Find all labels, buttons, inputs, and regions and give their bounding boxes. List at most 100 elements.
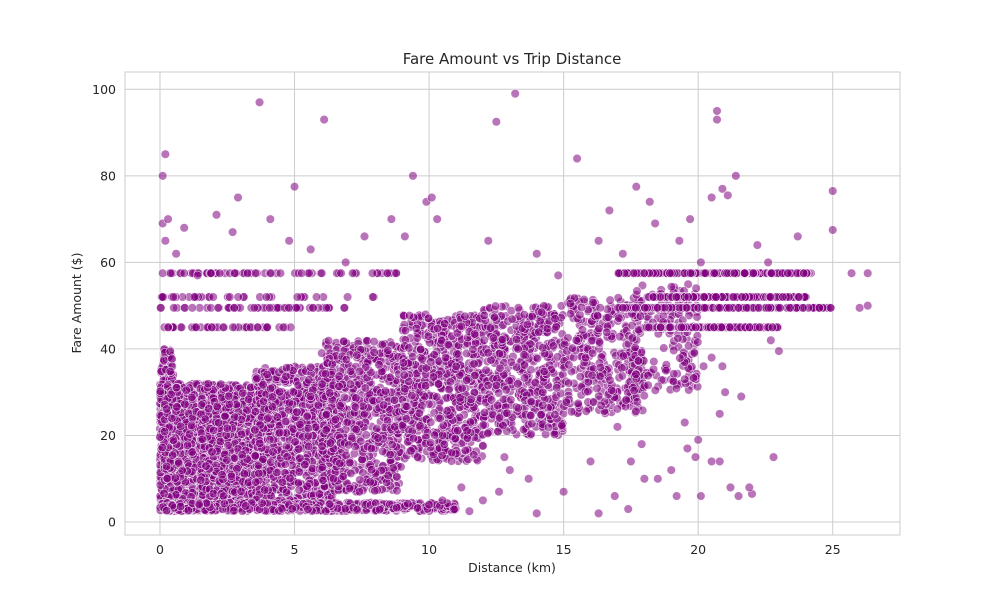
scatter-point — [400, 326, 411, 336]
scatter-point — [426, 417, 436, 427]
scatter-point — [182, 440, 193, 450]
scatter-point — [162, 404, 172, 414]
scatter-point — [414, 408, 424, 418]
scatter-point — [429, 430, 440, 440]
scatter-point — [267, 402, 277, 412]
scatter-point — [526, 410, 536, 421]
scatter-point — [548, 341, 558, 351]
scatter-point — [187, 420, 197, 431]
scatter-point — [323, 336, 334, 346]
scatter-point — [483, 428, 493, 438]
scatter-point — [388, 463, 398, 473]
scatter-point — [167, 354, 177, 364]
scatter-point — [157, 442, 167, 453]
scatter-point — [520, 373, 530, 383]
scatter-point — [506, 395, 516, 405]
scatter-point — [400, 384, 410, 394]
scatter-point — [444, 384, 454, 395]
scatter-point — [406, 446, 416, 456]
scatter-point — [181, 385, 191, 396]
scatter-point — [486, 323, 496, 333]
data-points — [155, 89, 873, 518]
scatter-point — [176, 421, 186, 432]
scatter-point — [200, 414, 211, 424]
scatter-point — [519, 310, 529, 320]
scatter-point — [351, 424, 361, 435]
scatter-point — [537, 307, 547, 317]
scatter-point — [469, 450, 479, 460]
scatter-point — [255, 438, 265, 448]
scatter-point — [481, 365, 491, 375]
scatter-point — [479, 335, 489, 345]
scatter-point — [445, 377, 455, 387]
scatter-point — [483, 348, 493, 358]
scatter-point — [177, 465, 187, 476]
scatter-point — [325, 438, 336, 448]
scatter-point — [365, 477, 375, 487]
scatter-point — [172, 402, 182, 412]
scatter-point — [390, 422, 400, 432]
scatter-point — [536, 410, 546, 420]
scatter-point — [360, 383, 370, 393]
scatter-point — [550, 410, 560, 420]
scatter-point — [450, 434, 460, 444]
scatter-point — [439, 439, 449, 449]
scatter-point — [285, 473, 295, 483]
scatter-point — [527, 419, 537, 429]
scatter-point — [480, 407, 490, 418]
scatter-point — [254, 468, 264, 478]
scatter-point — [280, 416, 291, 427]
scatter-point — [550, 314, 560, 324]
scatter-point — [453, 426, 463, 436]
scatter-point — [209, 425, 219, 435]
scatter-point — [460, 445, 471, 456]
scatter-point — [442, 406, 452, 416]
scatter-point — [493, 400, 503, 410]
scatter-point — [352, 350, 362, 360]
scatter-point — [527, 311, 537, 322]
scatter-point — [275, 428, 285, 438]
scatter-point — [407, 391, 417, 401]
scatter-point — [239, 469, 250, 479]
scatter-point — [305, 391, 316, 402]
scatter-point — [251, 477, 261, 487]
scatter-point — [385, 372, 396, 383]
scatter-point — [549, 429, 560, 439]
scatter-point — [321, 369, 331, 379]
scatter-point — [327, 359, 337, 369]
scatter-point — [502, 408, 512, 418]
scatter-point — [489, 312, 500, 322]
scatter-point — [258, 396, 269, 406]
scatter-point — [284, 398, 295, 408]
scatter-point — [455, 393, 465, 403]
scatter-point — [423, 313, 434, 323]
scatter-point — [389, 395, 400, 405]
scatter-point — [413, 452, 423, 462]
scatter-point — [443, 340, 453, 350]
scatter-point — [266, 384, 276, 394]
scatter-point — [328, 474, 339, 484]
scatter-point — [165, 366, 175, 377]
scatter-point — [184, 429, 195, 439]
scatter-point — [504, 376, 514, 386]
scatter-point — [457, 383, 467, 393]
scatter-point — [411, 323, 421, 334]
scatter-point — [446, 448, 457, 458]
scatter-point — [159, 488, 169, 499]
scatter-point — [532, 353, 542, 364]
scatter-point — [462, 426, 472, 436]
scatter-point — [428, 372, 439, 382]
scatter-point — [196, 475, 206, 485]
scatter-point — [392, 472, 402, 482]
scatter-point — [456, 321, 466, 331]
scatter-point — [479, 310, 489, 321]
scatter-point — [260, 485, 270, 495]
scatter-point — [522, 319, 532, 330]
scatter-point — [354, 487, 365, 497]
scatter-point — [216, 379, 226, 389]
scatter-point — [543, 422, 554, 432]
scatter-point — [318, 475, 328, 486]
scatter-point — [466, 394, 476, 404]
scatter-point — [387, 439, 397, 450]
